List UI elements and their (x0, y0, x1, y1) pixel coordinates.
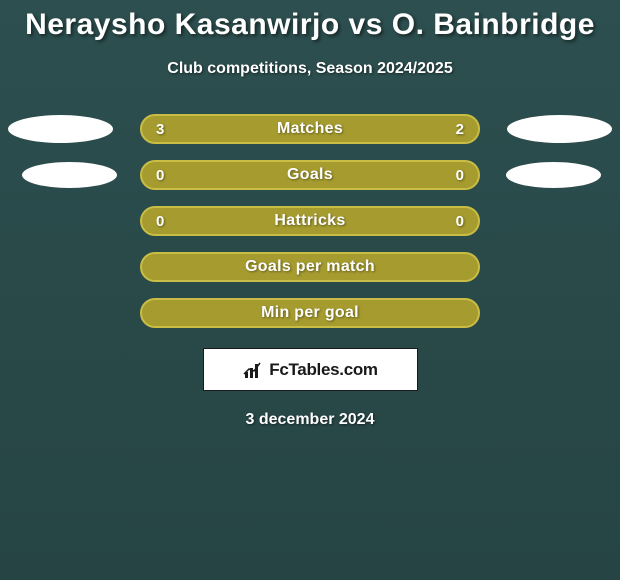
stat-bar: 3 Matches 2 (140, 114, 480, 144)
comparison-infographic: Neraysho Kasanwirjo vs O. Bainbridge Clu… (0, 0, 620, 429)
stat-row: 3 Matches 2 (0, 114, 620, 144)
stat-left-value: 0 (156, 167, 164, 184)
stat-label: Hattricks (274, 212, 345, 230)
stat-right-value: 0 (456, 167, 464, 184)
stat-rows: 3 Matches 2 0 Goals 0 0 Hattricks 0 Goals per mat… (0, 114, 620, 328)
stat-bar: 0 Goals 0 (140, 160, 480, 190)
page-title: Neraysho Kasanwirjo vs O. Bainbridge (0, 8, 620, 42)
stat-left-value: 3 (156, 121, 164, 138)
stat-row: Min per goal (0, 298, 620, 328)
stat-bar: Min per goal (140, 298, 480, 328)
player-marker-left (8, 115, 113, 143)
stat-label: Min per goal (261, 304, 359, 322)
stat-row: Goals per match (0, 252, 620, 282)
stat-row: 0 Hattricks 0 (0, 206, 620, 236)
stat-row: 0 Goals 0 (0, 160, 620, 190)
watermark-text: FcTables.com (269, 360, 378, 380)
player-marker-right (506, 162, 601, 188)
stat-left-value: 0 (156, 213, 164, 230)
stat-label: Matches (277, 120, 343, 138)
stat-label: Goals (287, 166, 333, 184)
player-marker-right (507, 115, 612, 143)
chart-icon (242, 360, 264, 380)
stat-right-value: 2 (456, 121, 464, 138)
date-label: 3 december 2024 (0, 411, 620, 429)
subtitle: Club competitions, Season 2024/2025 (0, 60, 620, 78)
player-marker-left (22, 162, 117, 188)
stat-bar: Goals per match (140, 252, 480, 282)
stat-label: Goals per match (245, 258, 375, 276)
stat-right-value: 0 (456, 213, 464, 230)
watermark: FcTables.com (203, 348, 418, 391)
stat-bar: 0 Hattricks 0 (140, 206, 480, 236)
